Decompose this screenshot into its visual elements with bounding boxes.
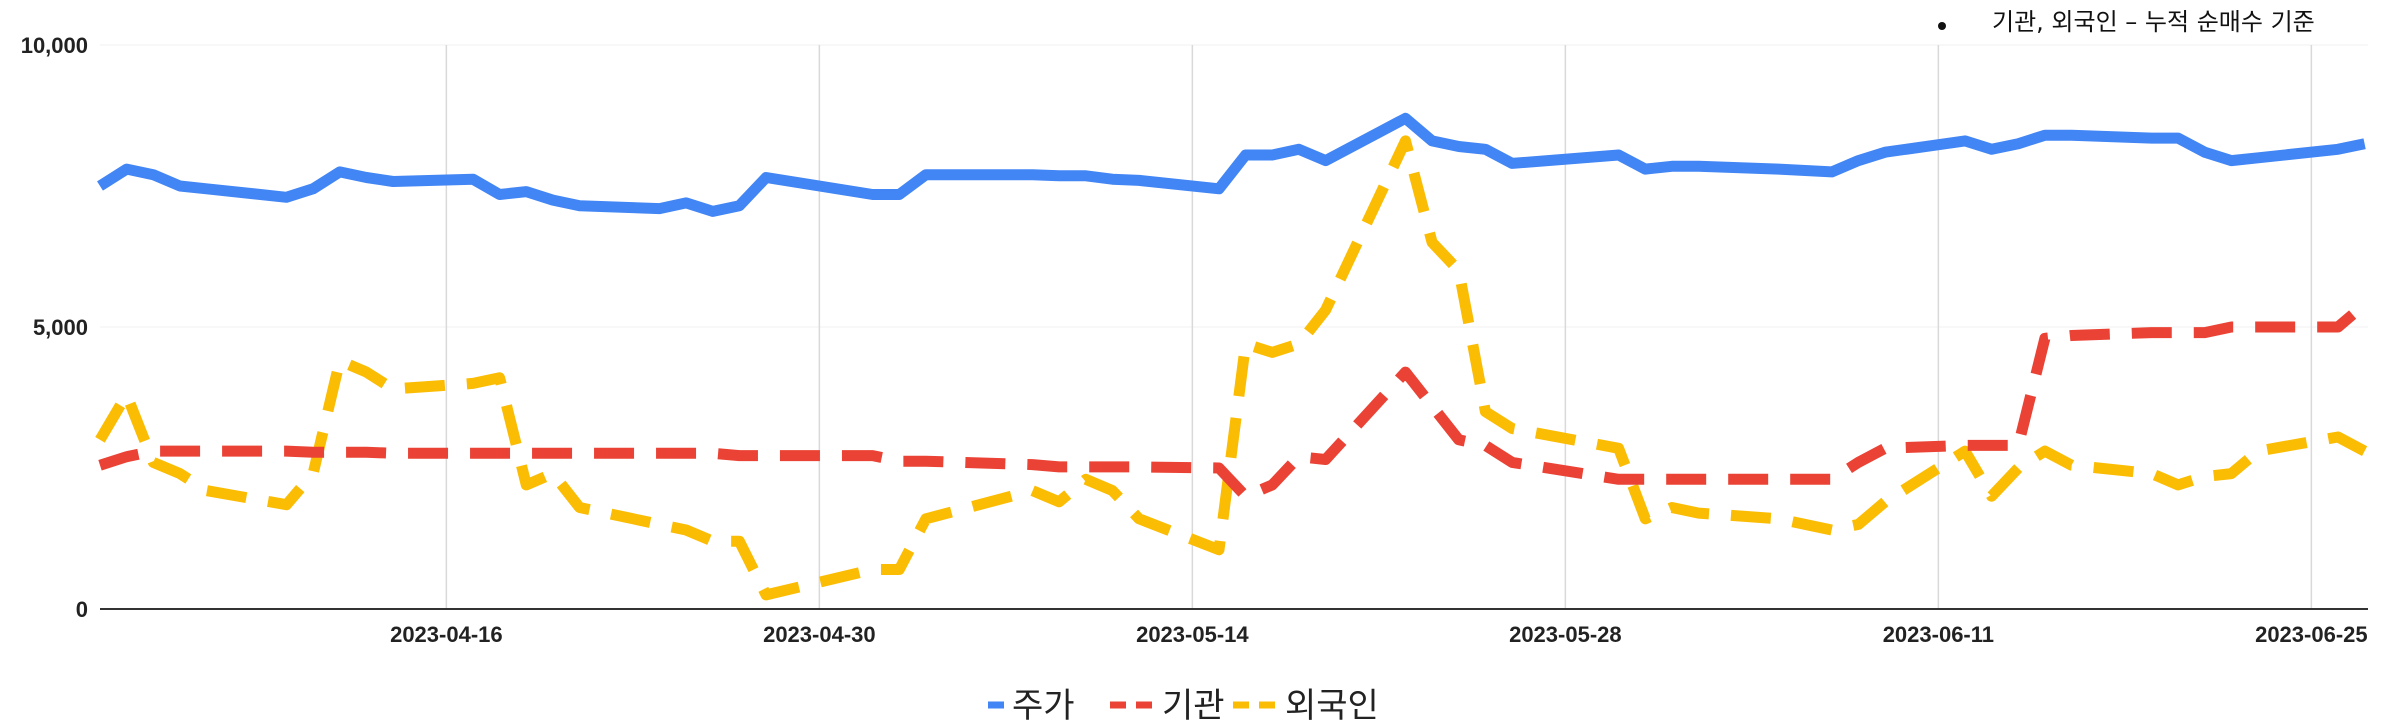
legend-label: 기관	[1162, 686, 1225, 725]
series-line-2	[95, 135, 2368, 601]
x-tick-label: 2023-05-28	[1509, 622, 1622, 647]
series-layer	[95, 112, 2369, 601]
x-tick-label: 2023-06-25	[2255, 622, 2368, 647]
legend-label: 외국인	[1285, 686, 1379, 725]
series-line-0	[97, 112, 2366, 217]
x-tick-label: 2023-04-16	[390, 622, 503, 647]
legend-label: 주가	[1012, 686, 1075, 725]
y-tick-label: 5,000	[33, 315, 88, 340]
x-tick-label: 2023-04-30	[763, 622, 876, 647]
x-tick-label: 2023-06-11	[1883, 622, 1994, 647]
x-tick-label: 2023-05-14	[1136, 622, 1249, 647]
axis-layer: 0 5,000 10,000 2023-04-16 2023-04-30 2023-05-…	[21, 33, 2368, 647]
grid-layer	[100, 44, 2368, 609]
y-tick-label: 10,000	[21, 33, 88, 58]
note-text: 기관, 외국인 – 누적 순매수 기준	[1992, 8, 2315, 36]
legend: 주가 기관 외국인	[988, 686, 1379, 725]
series-line-1	[98, 300, 2369, 502]
y-tick-label: 0	[76, 597, 88, 622]
chart-note: 기관, 외국인 – 누적 순매수 기준	[1938, 8, 2315, 36]
note-bullet-icon	[1938, 22, 1946, 30]
